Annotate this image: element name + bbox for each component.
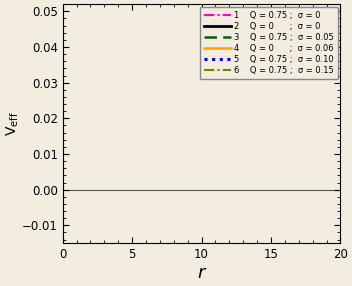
Legend: 1    Q = 0.75 ;  σ = 0, 2    Q = 0      ;  σ = 0, 3    Q = 0.75 ;  σ = 0.05, 4  : 1 Q = 0.75 ; σ = 0, 2 Q = 0 ; σ = 0, 3 Q… xyxy=(200,7,338,80)
Y-axis label: V$_{\mathregular{eff}}$: V$_{\mathregular{eff}}$ xyxy=(4,111,20,136)
X-axis label: r: r xyxy=(198,264,205,282)
